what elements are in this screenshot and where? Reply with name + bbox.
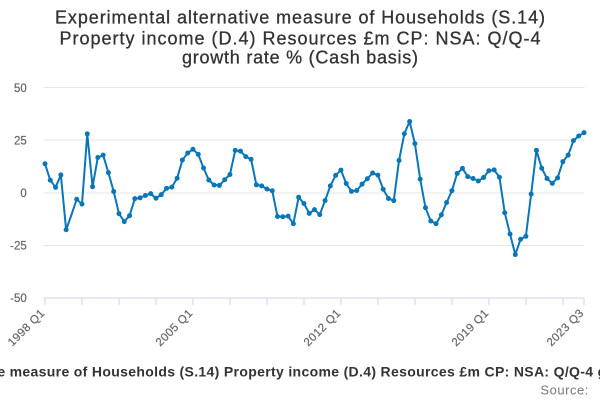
svg-text:50: 50 <box>14 83 27 95</box>
svg-text:-25: -25 <box>10 241 27 253</box>
svg-text:Source:: Source: <box>540 383 588 398</box>
svg-text:0: 0 <box>20 188 26 200</box>
svg-text:25: 25 <box>14 135 27 147</box>
svg-text:Experimental alternative measu: Experimental alternative measure of Hous… <box>0 363 600 379</box>
svg-text:Property income (D.4) Resource: Property income (D.4) Resources £m CP: N… <box>60 29 541 49</box>
svg-text:growth rate % (Cash basis): growth rate % (Cash basis) <box>182 48 418 68</box>
svg-text:-50: -50 <box>10 293 27 305</box>
svg-text:Experimental alternative measu: Experimental alternative measure of Hous… <box>55 8 545 28</box>
